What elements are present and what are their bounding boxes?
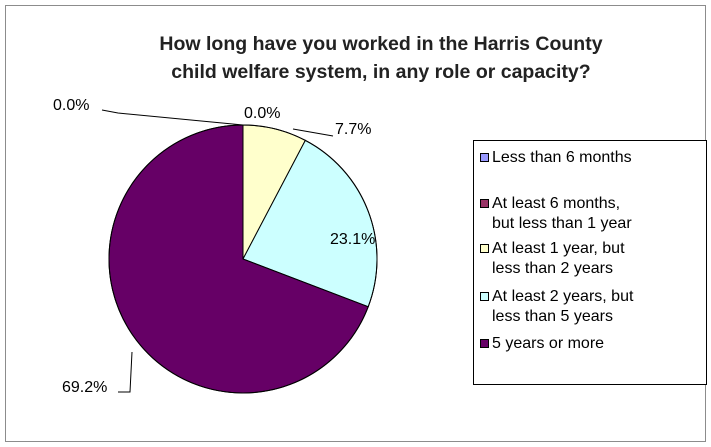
legend-item-6-months-to-1-year: At least 6 months, but less than 1 year (480, 194, 632, 234)
legend: Less than 6 months At least 6 months, bu… (473, 140, 707, 385)
legend-item-2-to-5-years: At least 2 years, but less than 5 years (480, 287, 633, 327)
legend-item-1-to-2-years: At least 1 year, but less than 2 years (480, 239, 625, 279)
legend-label-2: At least 1 year, but less than 2 years (492, 240, 625, 277)
leader-line-2 (292, 128, 334, 137)
legend-swatch-1 (480, 199, 489, 208)
legend-label-4: 5 years or more (492, 335, 605, 352)
leader-line-4 (118, 351, 133, 393)
data-label-3: 23.1% (330, 231, 375, 248)
data-labels: 0.0% 0.0% 7.7% 23.1% 69.2% (53, 97, 375, 396)
legend-swatch-0 (480, 153, 489, 162)
legend-item-5-years-or-more: 5 years or more (480, 334, 604, 354)
legend-swatch-4 (480, 339, 489, 348)
legend-label-1: At least 6 months, but less than 1 year (492, 195, 632, 232)
legend-swatch-3 (480, 292, 489, 301)
data-label-1: 0.0% (244, 105, 280, 122)
leader-line-0 (101, 109, 244, 126)
data-label-2: 7.7% (335, 121, 371, 138)
legend-swatch-2 (480, 244, 489, 253)
leader-lines (101, 109, 334, 393)
legend-item-less-than-6-months: Less than 6 months (480, 148, 632, 168)
pie-slices (108, 124, 378, 394)
chart-title-line-1: How long have you worked in the Harris C… (159, 33, 603, 55)
data-label-4: 69.2% (62, 379, 107, 396)
data-label-0: 0.0% (53, 97, 89, 114)
chart-title-line-2: child welfare system, in any role or cap… (171, 61, 591, 83)
chart-title: How long have you worked in the Harris C… (0, 30, 711, 86)
legend-label-0: Less than 6 months (492, 149, 632, 166)
legend-label-3: At least 2 years, but less than 5 years (492, 288, 634, 325)
